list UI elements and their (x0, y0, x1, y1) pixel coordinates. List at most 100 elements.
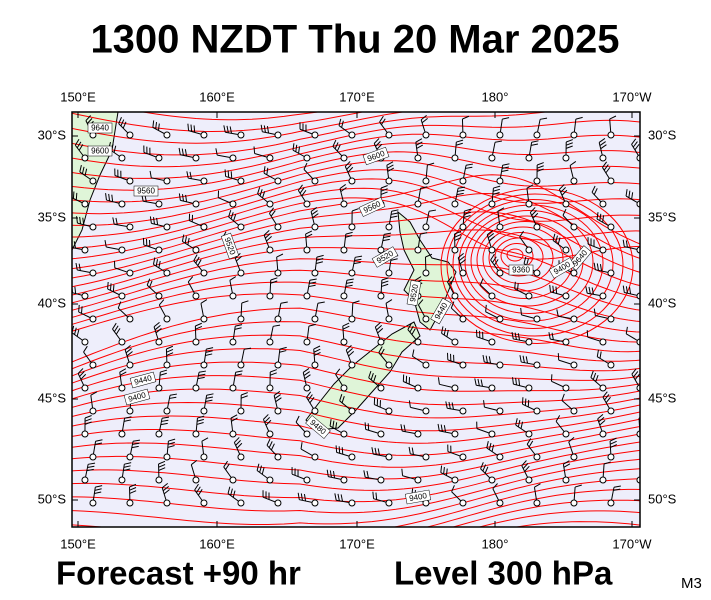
barb-station (348, 499, 356, 507)
contour-line (72, 411, 640, 444)
barb-feather (532, 212, 539, 219)
barb-feather (244, 347, 252, 350)
contour-line (72, 151, 640, 203)
barb-station (126, 223, 134, 231)
barb-station (599, 246, 607, 254)
barb-feather (592, 372, 597, 380)
barb-feather (123, 468, 131, 471)
barb-station (89, 269, 97, 277)
right-lat-label: 50°S (648, 491, 677, 506)
contour-line (72, 112, 365, 133)
barb-feather (304, 374, 311, 380)
barb-feather (463, 215, 471, 218)
barb-feather (87, 465, 95, 468)
barb-feather (295, 144, 298, 152)
left-lat-label: 45°S (38, 390, 67, 405)
barb-feather (264, 232, 271, 239)
barb-feather (223, 460, 228, 468)
barb-feather (78, 263, 81, 271)
barb-feather (81, 166, 85, 174)
contour-ring (446, 193, 624, 337)
barb-station (348, 177, 356, 185)
barb-station (266, 338, 274, 346)
barb-feather (441, 326, 444, 334)
barb-station (385, 269, 393, 277)
barb-feather (598, 138, 606, 143)
left-lat-label: 30°S (38, 127, 67, 142)
barb-station (562, 200, 570, 208)
barb-feather (383, 235, 391, 238)
barb-feather (346, 278, 354, 281)
barb-feather (548, 332, 551, 340)
barb-feather (256, 463, 260, 471)
barb-feather (305, 233, 313, 238)
barb-feather (234, 327, 242, 330)
barb-station (496, 499, 504, 507)
barb-station (89, 223, 97, 231)
barb-feather (517, 283, 519, 291)
barb-feather (69, 285, 70, 292)
barb-feather (451, 402, 454, 410)
barb-feather (454, 230, 462, 235)
barb-feather (187, 237, 190, 245)
barb-feather (332, 420, 335, 428)
barb-feather (197, 415, 205, 419)
barb-feather (390, 258, 398, 261)
barb-station (237, 315, 245, 323)
barb-station (377, 292, 385, 300)
barb-feather (201, 437, 209, 442)
barb-feather (492, 483, 498, 490)
barb-station (599, 154, 607, 162)
barb-feather (400, 424, 403, 432)
barb-feather (642, 466, 649, 467)
barb-station (377, 338, 385, 346)
barb-station (533, 453, 541, 461)
barb-feather (522, 463, 529, 469)
contour-label-box (362, 146, 390, 166)
barb-feather (215, 148, 218, 156)
barb-station (525, 476, 533, 484)
barb-feather (224, 169, 227, 177)
barb-feather (451, 485, 455, 492)
barb-feather (257, 187, 261, 195)
barb-station (607, 315, 615, 323)
barb-station (340, 430, 348, 438)
contour-ring (482, 226, 564, 292)
barb-feather (316, 254, 324, 258)
barb-station (348, 453, 356, 461)
barb-feather (480, 462, 484, 469)
barb-station (607, 499, 615, 507)
barb-feather (552, 285, 555, 293)
barb-feather (155, 121, 158, 130)
barb-station (496, 407, 504, 415)
barb-station (348, 361, 356, 369)
barb-feather (104, 240, 107, 248)
barb-feather (595, 374, 599, 382)
contour-label-box (133, 185, 159, 197)
barb-feather (403, 424, 406, 432)
contour-label-box (430, 297, 452, 325)
barb-feather (334, 142, 339, 149)
barb-feather (229, 276, 237, 281)
barb-feather (295, 415, 300, 423)
barb-feather (259, 189, 263, 197)
barb-station (459, 407, 467, 415)
barb-feather (273, 324, 281, 327)
barb-feather (88, 462, 96, 465)
barb-feather (263, 166, 266, 174)
barb-station (422, 361, 430, 369)
barb-feather (440, 424, 443, 432)
barb-feather (280, 301, 288, 304)
level-label: Level 300 hPa (394, 555, 613, 592)
barb-station (496, 315, 504, 323)
barb-feather (276, 253, 284, 258)
barb-feather (380, 348, 385, 356)
barb-feather (375, 140, 381, 147)
barb-station (488, 292, 496, 300)
barb-feather (226, 125, 229, 133)
barb-feather (514, 281, 516, 289)
barb-feather (274, 394, 281, 399)
barb-feather (84, 418, 92, 422)
contour-label-box (371, 246, 399, 268)
